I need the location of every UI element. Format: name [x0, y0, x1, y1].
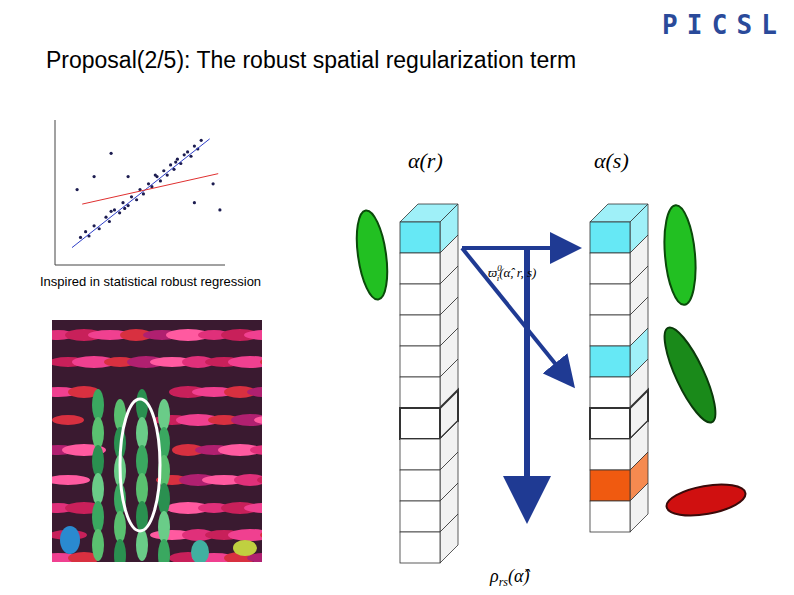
svg-text:ρrs(α̂): ρrs(α̂) — [489, 566, 530, 589]
svg-text:α(r): α(r) — [408, 148, 443, 173]
svg-text:α(s): α(s) — [594, 148, 629, 173]
svg-text:Inspired in statistical robust: Inspired in statistical robust regressio… — [40, 274, 261, 289]
svg-text:PICSL: PICSL — [662, 10, 777, 40]
svg-text:ϖ0i(α̂, r, s): ϖ0i(α̂, r, s) — [488, 263, 536, 283]
svg-text:Proposal(2/5): The robust spat: Proposal(2/5): The robust spatial regula… — [46, 47, 576, 73]
